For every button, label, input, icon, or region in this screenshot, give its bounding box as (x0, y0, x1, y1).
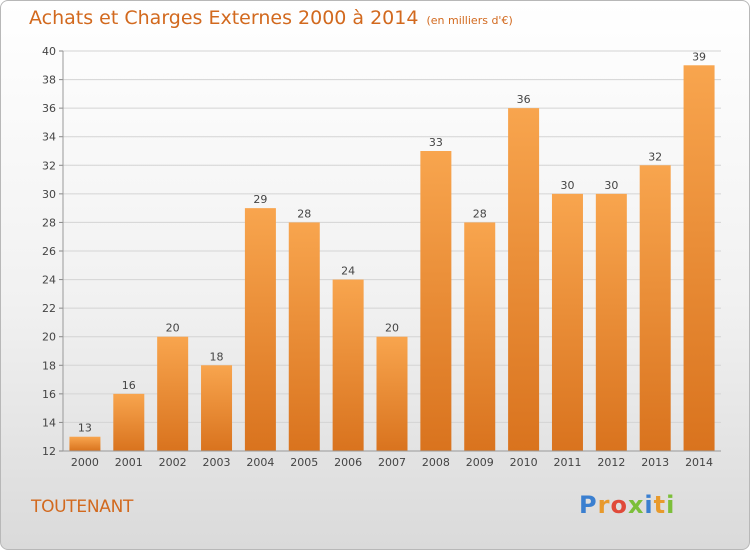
bar-2007 (376, 336, 408, 451)
value-label: 16 (122, 379, 136, 392)
x-tick-label: 2006 (334, 456, 362, 469)
x-axis: 2000 2001 2002 2003 2004 2005 2006 2007 2008 2009… (63, 450, 721, 469)
chart-subtitle: (en milliers d'€) (426, 14, 513, 27)
x-tick-label: 2004 (246, 456, 274, 469)
bar-2001 (113, 393, 145, 451)
y-tick-label: 24 (42, 274, 56, 287)
x-tick-label: 2005 (290, 456, 318, 469)
value-label: 18 (210, 350, 224, 363)
bar-2005 (288, 222, 320, 451)
y-tick-label: 36 (42, 102, 56, 115)
logo-letter: x (627, 491, 645, 519)
y-tick-label: 22 (42, 302, 56, 315)
proxiti-logo: Proxiti (579, 491, 675, 519)
value-label: 24 (341, 265, 355, 278)
chart-title: Achats et Charges Externes 2000 à 2014 (e… (29, 7, 513, 29)
y-tick-label: 16 (42, 388, 56, 401)
value-labels: 13 16 20 18 29 28 24 20 33 28 36 30 30 32 39 (78, 50, 706, 434)
x-tick-label: 2013 (641, 456, 669, 469)
value-label: 36 (517, 93, 531, 106)
value-label: 29 (253, 193, 267, 206)
x-tick-label: 2010 (510, 456, 538, 469)
y-tick-label: 18 (42, 359, 56, 372)
y-tick-label: 20 (42, 331, 56, 344)
y-tick-label: 32 (42, 159, 56, 172)
value-label: 20 (166, 322, 180, 335)
y-tick-label: 38 (42, 74, 56, 87)
logo-letter: o (610, 491, 628, 519)
commune-name: TOUTENANT (31, 497, 134, 517)
value-label: 28 (473, 207, 487, 220)
bar-2014 (683, 65, 715, 452)
value-label: 39 (692, 50, 706, 63)
bar-2012 (595, 193, 627, 451)
x-tick-label: 2003 (203, 456, 231, 469)
bar-2009 (464, 222, 496, 451)
x-tick-label: 2009 (466, 456, 494, 469)
y-tick-label: 40 (42, 45, 56, 58)
value-label: 20 (385, 322, 399, 335)
value-label: 13 (78, 422, 92, 435)
bar-2010 (508, 108, 540, 452)
x-tick-label: 2014 (685, 456, 713, 469)
logo-letter: r (597, 491, 611, 519)
x-tick-label: 2012 (597, 456, 625, 469)
value-label: 28 (297, 207, 311, 220)
y-tick-label: 30 (42, 188, 56, 201)
bar-2003 (201, 365, 233, 451)
bar-2004 (244, 208, 276, 451)
logo-letter: t (653, 491, 667, 519)
y-tick-label: 28 (42, 216, 56, 229)
logo-letter: i (666, 491, 676, 519)
value-label: 33 (429, 136, 443, 149)
value-label: 32 (648, 150, 662, 163)
x-tick-label: 2011 (553, 456, 581, 469)
x-tick-label: 2002 (159, 456, 187, 469)
y-tick-label: 26 (42, 245, 56, 258)
logo-letter: P (579, 491, 598, 519)
x-tick-label: 2001 (115, 456, 143, 469)
bar-2011 (551, 193, 583, 451)
y-axis: 12 14 16 18 20 22 24 26 28 30 32 34 36 38 40 (42, 45, 64, 458)
bar-2002 (157, 336, 189, 451)
x-tick-label: 2008 (422, 456, 450, 469)
value-label: 30 (560, 179, 574, 192)
bar-2006 (332, 279, 364, 451)
x-tick-label: 2007 (378, 456, 406, 469)
bar-2000 (69, 436, 101, 451)
bar-2013 (639, 165, 671, 452)
y-tick-label: 12 (42, 445, 56, 458)
y-tick-label: 14 (42, 416, 56, 429)
y-tick-label: 34 (42, 131, 56, 144)
value-label: 30 (604, 179, 618, 192)
bar-2008 (420, 151, 452, 451)
bars (69, 65, 715, 452)
logo-letter: i (644, 491, 654, 519)
x-tick-label: 2000 (71, 456, 99, 469)
